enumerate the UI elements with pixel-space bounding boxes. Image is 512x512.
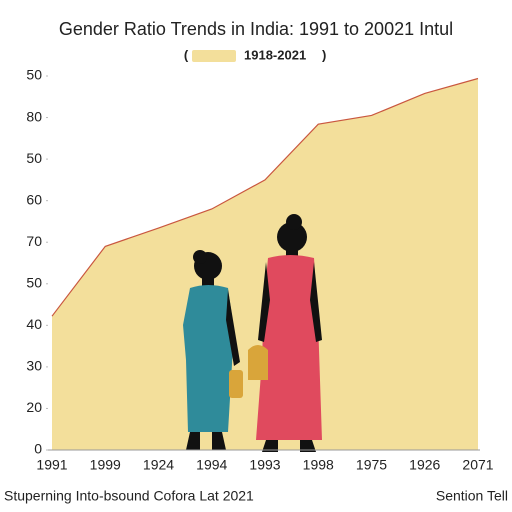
y-tick-label: 30 (26, 358, 42, 374)
figure-dress (183, 285, 234, 432)
x-tick-label: 1999 (90, 457, 121, 473)
figure-hair (286, 214, 302, 230)
figure-sari (256, 255, 322, 440)
x-tick-label: 2071 (462, 457, 493, 473)
y-tick-label: 0 (34, 441, 42, 457)
figure-hair (193, 250, 207, 264)
x-tick-label: 1993 (249, 457, 280, 473)
x-tick-label: 1924 (143, 457, 174, 473)
legend-label: 1918-2021 (244, 47, 306, 62)
area (52, 78, 478, 450)
figure-bag (248, 345, 268, 380)
figure-neck (286, 248, 298, 258)
legend-paren: ) (322, 47, 326, 62)
figure-neck (202, 276, 214, 288)
x-tick-label: 1975 (356, 457, 387, 473)
legend-swatch (192, 50, 236, 62)
y-tick-label: 50 (26, 150, 42, 166)
x-tick-label: 1994 (196, 457, 227, 473)
y-tick-label: 60 (26, 191, 42, 207)
figure-bag (229, 370, 243, 398)
plot-area (51, 77, 479, 450)
y-tick-label: 50 (26, 67, 42, 83)
y-tick-label: 70 (26, 233, 42, 249)
chart-title: Gender Ratio Trends in India: 1991 to 20… (59, 19, 453, 39)
illustration (183, 214, 322, 452)
y-tick-label: 40 (26, 316, 42, 332)
x-tick-label: 1926 (409, 457, 440, 473)
footer-left: Stuperning Into-bsound Cofora Lat 2021 (4, 488, 254, 504)
footer-right: Sention Tell (436, 488, 508, 504)
figure-feet (262, 440, 316, 452)
x-tick-label: 1998 (303, 457, 334, 473)
figure-arm (258, 262, 322, 342)
y-tick-label: 20 (26, 399, 42, 415)
legend-paren: ( (184, 47, 189, 62)
y-tick-label: 80 (26, 108, 42, 124)
x-tick-label: 1991 (36, 457, 67, 473)
area-line (51, 77, 479, 317)
figure-head (277, 222, 307, 252)
figure-arm (226, 290, 240, 366)
y-tick-label: 50 (26, 274, 42, 290)
figure-feet (186, 432, 226, 450)
